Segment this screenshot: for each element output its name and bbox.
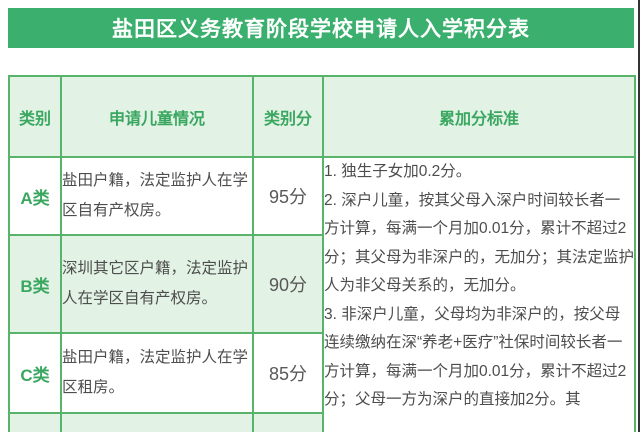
category-cell: A类 [8, 156, 62, 236]
col-header-bonus-standard: 累加分标准 [322, 75, 636, 158]
table-header-row: 类别 申请儿童情况 类别分 累加分标准 [8, 75, 636, 158]
table-row-a: A类 盐田户籍，法定监护人在学区自有产权房。 95分 1. 独生子女加0.2分。… [8, 156, 636, 432]
score-cell [252, 412, 324, 432]
points-table-container: 类别 申请儿童情况 类别分 累加分标准 A类 盐田户籍，法定监护人在学区自有产权… [8, 75, 636, 432]
table-row-d-partial [8, 412, 635, 432]
points-table: 类别 申请儿童情况 类别分 累加分标准 A类 盐田户籍，法定监护人在学区自有产权… [8, 75, 636, 432]
page-edge-divider [638, 0, 640, 432]
page-title-banner: 盐田区义务教育阶段学校申请人入学积分表 [8, 8, 634, 48]
bonus-rules-cell: 1. 独生子女加0.2分。 2. 深户儿童，按其父母入深户时间较长者一方计算，每… [322, 156, 636, 432]
table-row-c: C类 盐田户籍，法定监护人在学区租房。 85分 [8, 332, 635, 414]
score-cell: 95分 [252, 156, 324, 236]
situation-cell: 盐田户籍，法定监护人在学区自有产权房。 [60, 156, 254, 236]
score-cell: 90分 [252, 234, 324, 334]
bonus-rule-3: 3. 非深户儿童，父母均为非深户的，按父母连续缴纳在深“养老+医疗”社保时间较长… [324, 305, 627, 409]
bonus-rule-1: 1. 独生子女加0.2分。 [324, 163, 472, 180]
category-cell [8, 412, 62, 432]
situation-cell [60, 412, 254, 432]
category-cell: B类 [8, 234, 62, 334]
bonus-rule-2: 2. 深户儿童，按其父母入深户时间较长者一方计算，每满一个月加0.01分，累计不… [324, 191, 635, 295]
col-header-category: 类别 [8, 75, 62, 158]
situation-cell: 深圳其它区户籍，法定监护人在学区自有产权房。 [60, 234, 254, 334]
situation-cell: 盐田户籍，法定监护人在学区租房。 [60, 332, 254, 414]
score-cell: 85分 [252, 332, 324, 414]
table-row-b: B类 深圳其它区户籍，法定监护人在学区自有产权房。 90分 [8, 234, 635, 334]
page-title: 盐田区义务教育阶段学校申请人入学积分表 [112, 18, 530, 41]
col-header-category-score: 类别分 [252, 75, 324, 158]
col-header-situation: 申请儿童情况 [60, 75, 254, 158]
category-cell: C类 [8, 332, 62, 414]
